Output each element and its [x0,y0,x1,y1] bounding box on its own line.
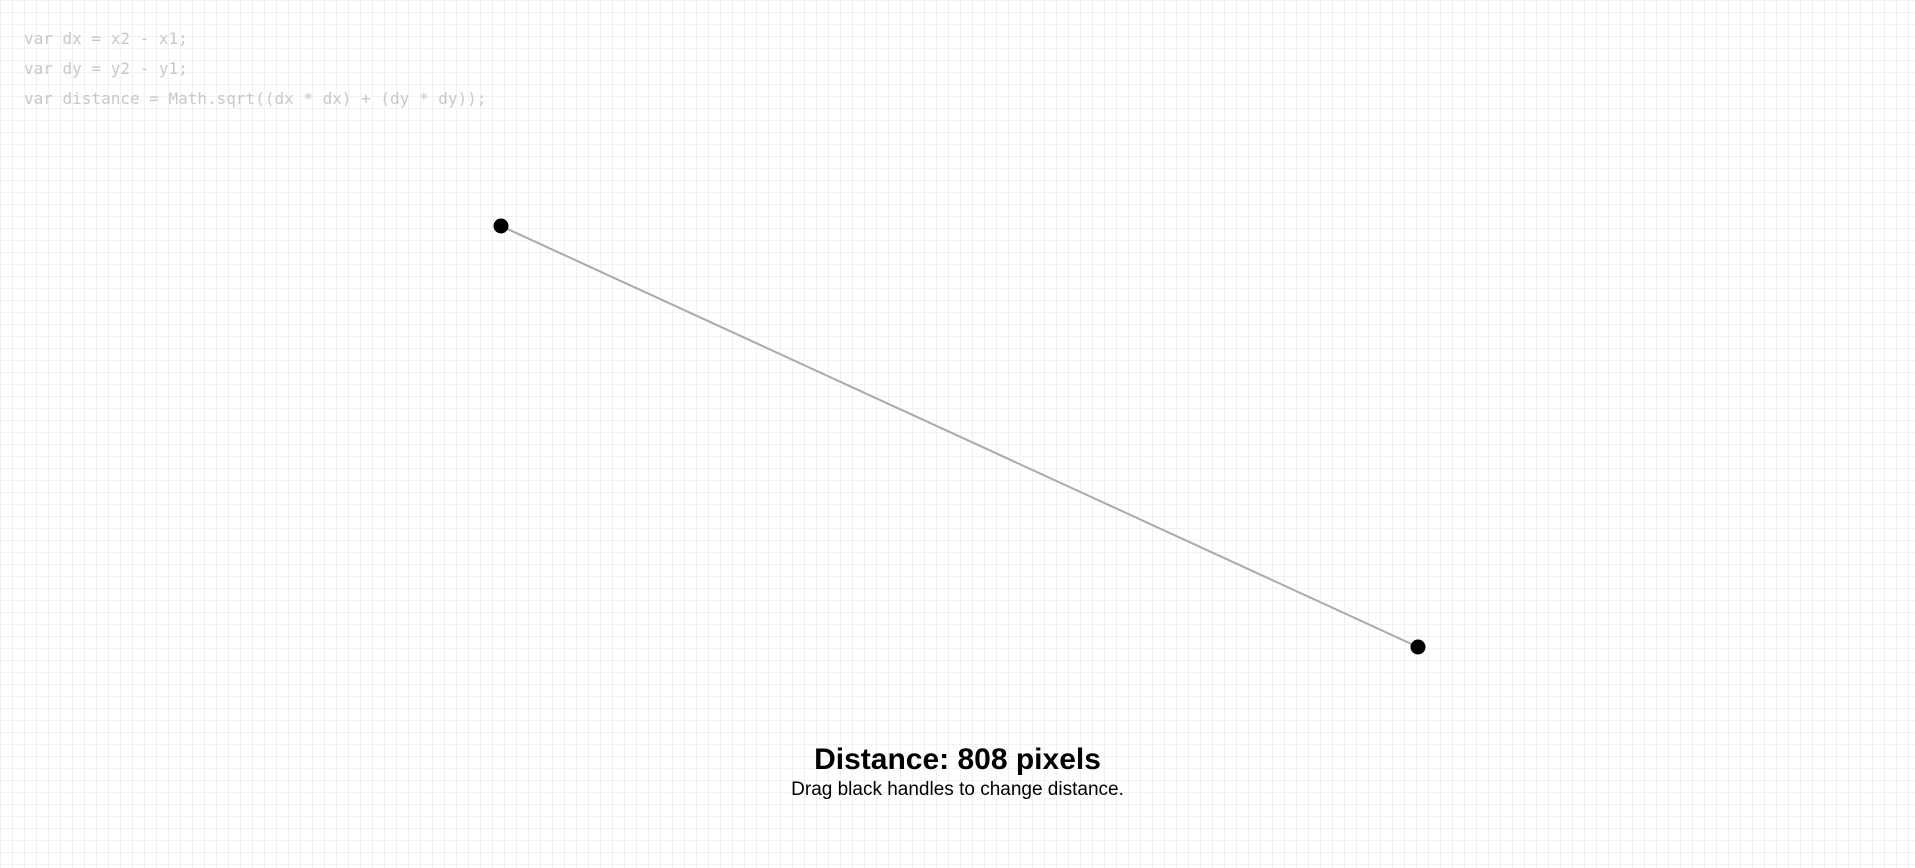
code-snippet: var dx = x2 - x1; var dy = y2 - y1; var … [24,24,486,114]
readout: Distance: 808 pixels Drag black handles … [0,742,1915,802]
distance-title: Distance: 808 pixels [814,743,1101,776]
code-line: var distance = Math.sqrt((dx * dx) + (dy… [24,89,487,108]
code-line: var dy = y2 - y1; [24,59,188,78]
handle[interactable] [1410,639,1426,655]
hint-text: Drag black handles to change distance. [791,779,1124,800]
distance-line [500,225,1419,648]
handle[interactable] [493,218,509,234]
code-line: var dx = x2 - x1; [24,29,188,48]
